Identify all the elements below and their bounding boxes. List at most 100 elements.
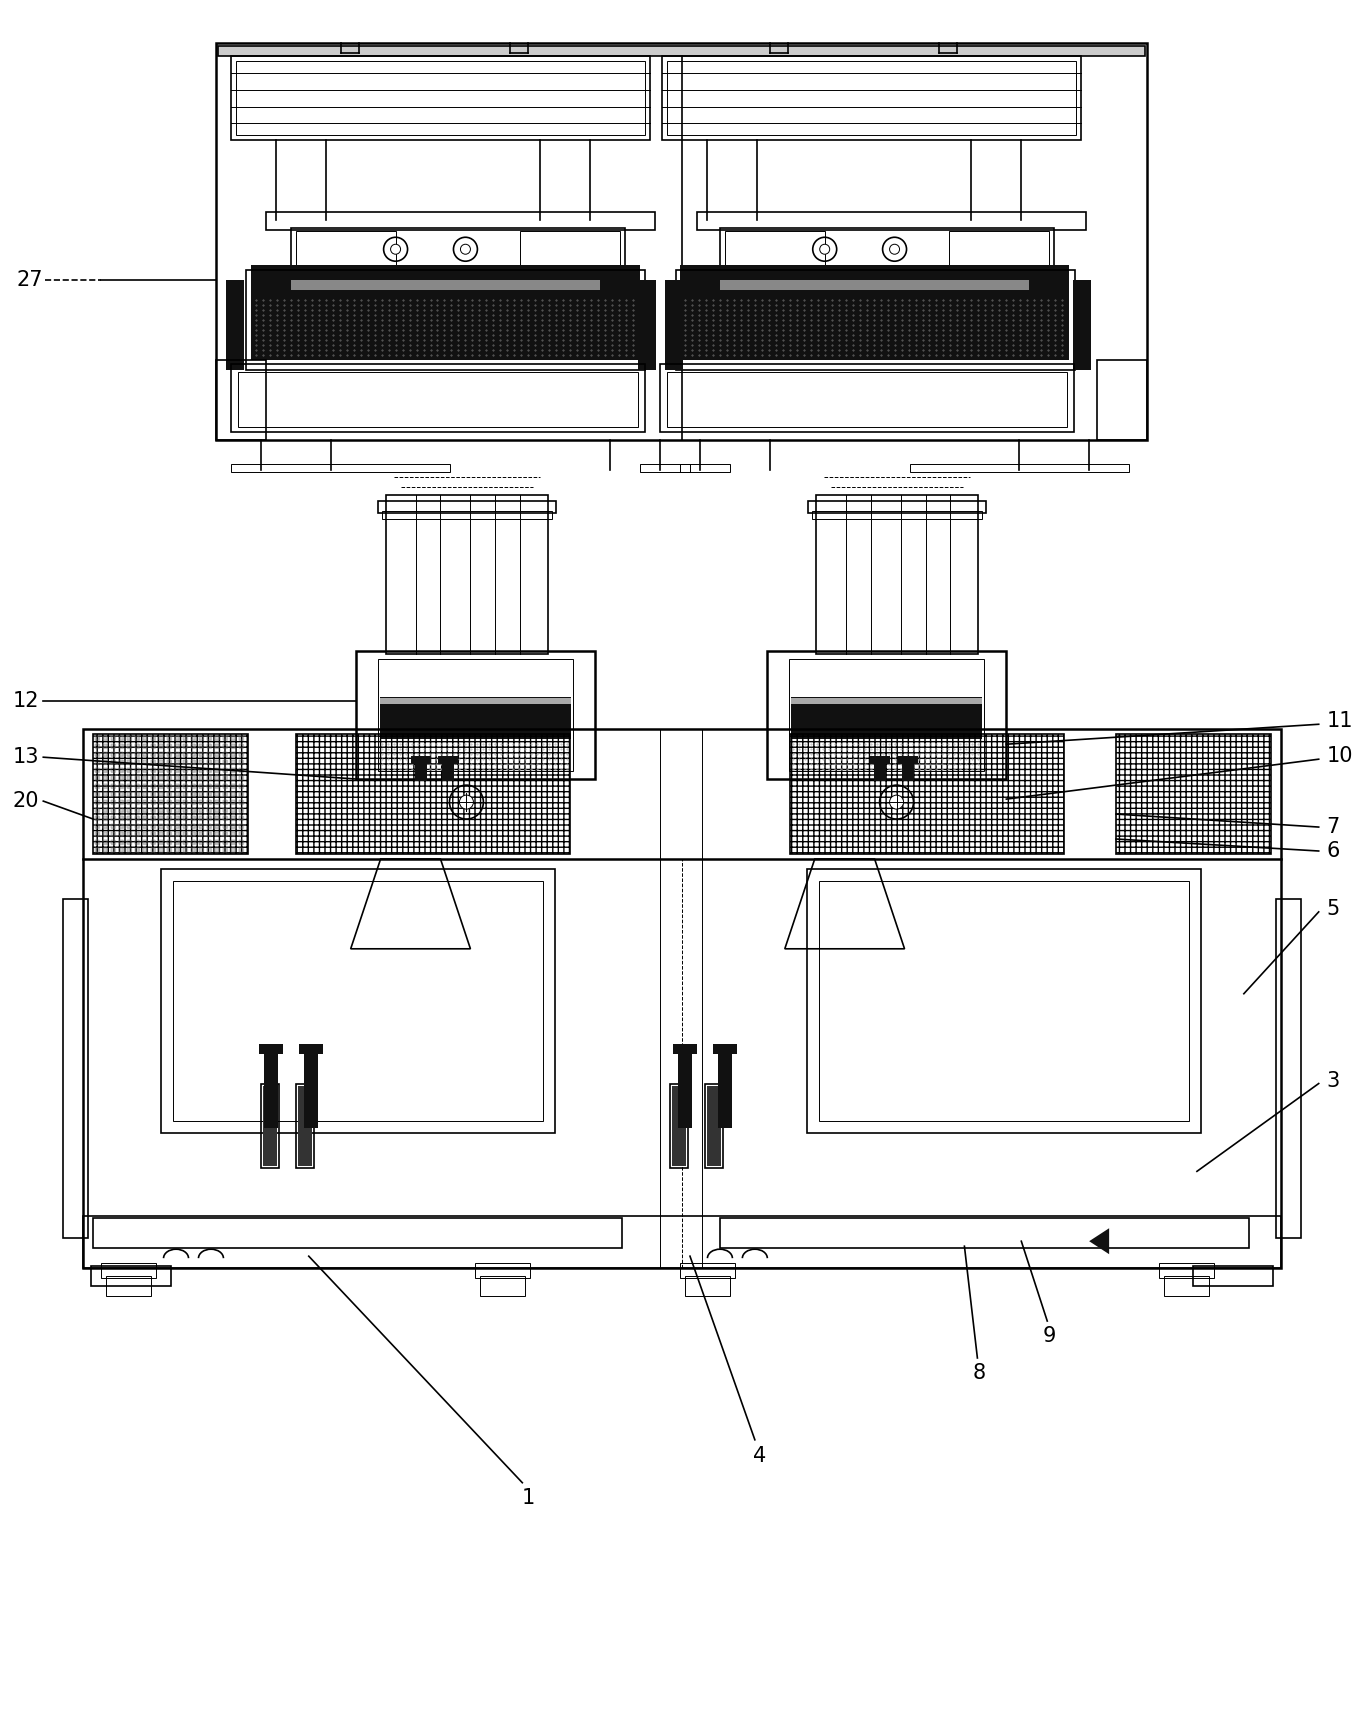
Bar xyxy=(291,229,625,270)
Bar xyxy=(237,373,638,427)
Bar xyxy=(216,361,266,439)
Bar xyxy=(873,759,885,781)
Bar xyxy=(949,231,1049,267)
Circle shape xyxy=(889,244,899,255)
Bar xyxy=(91,1266,170,1287)
Circle shape xyxy=(461,244,471,255)
Bar xyxy=(246,270,645,369)
Bar xyxy=(678,1049,692,1128)
Bar xyxy=(297,1085,312,1166)
Bar xyxy=(296,231,396,267)
Bar xyxy=(697,212,1086,231)
Bar xyxy=(379,697,572,740)
Bar xyxy=(767,651,1007,779)
Bar xyxy=(662,56,1082,140)
Bar xyxy=(791,697,982,740)
Bar xyxy=(378,660,573,771)
Bar xyxy=(378,501,557,513)
Bar xyxy=(1159,1263,1214,1278)
Bar xyxy=(93,1219,622,1248)
Bar xyxy=(812,511,982,520)
Bar xyxy=(1163,1277,1209,1295)
Bar xyxy=(520,231,621,267)
Text: 1: 1 xyxy=(521,1489,535,1507)
Bar xyxy=(705,1084,723,1169)
Bar xyxy=(263,1085,277,1166)
Bar xyxy=(299,1044,323,1053)
Bar xyxy=(902,759,914,781)
Bar xyxy=(296,735,570,854)
Circle shape xyxy=(820,244,829,255)
Bar xyxy=(910,463,1129,472)
Bar xyxy=(411,755,431,764)
Bar xyxy=(670,1084,687,1169)
Bar xyxy=(251,265,640,361)
Bar xyxy=(791,699,982,704)
Bar xyxy=(173,880,543,1121)
Text: 3: 3 xyxy=(1327,1070,1339,1090)
Bar xyxy=(720,280,1030,291)
Bar xyxy=(806,868,1200,1133)
Text: 13: 13 xyxy=(12,747,40,767)
Bar xyxy=(640,463,690,472)
Bar xyxy=(83,730,1281,1268)
Bar xyxy=(382,511,552,520)
Bar xyxy=(672,1044,697,1053)
Bar xyxy=(667,60,1076,135)
Bar xyxy=(480,1277,525,1295)
Bar xyxy=(1194,1266,1273,1287)
Bar xyxy=(438,755,458,764)
Text: 27: 27 xyxy=(16,270,44,291)
Text: 6: 6 xyxy=(1327,841,1339,861)
Bar xyxy=(442,759,454,781)
Bar xyxy=(1073,280,1091,369)
Bar xyxy=(231,56,651,140)
Bar xyxy=(660,364,1075,432)
Bar xyxy=(216,43,1147,439)
Bar xyxy=(720,1219,1249,1248)
Bar xyxy=(677,270,1075,369)
Bar xyxy=(386,494,548,655)
Polygon shape xyxy=(1090,1229,1109,1254)
Bar xyxy=(83,1217,1281,1268)
Bar xyxy=(788,660,985,771)
Text: 4: 4 xyxy=(753,1446,767,1466)
Bar xyxy=(266,212,655,231)
Bar xyxy=(415,759,427,781)
Text: 11: 11 xyxy=(1327,711,1353,731)
Bar xyxy=(379,699,572,704)
Bar xyxy=(1116,735,1271,854)
Bar xyxy=(685,1277,730,1295)
Bar xyxy=(476,1263,531,1278)
Bar xyxy=(807,501,986,513)
Bar xyxy=(261,1084,278,1169)
Bar xyxy=(226,280,244,369)
Bar xyxy=(681,463,730,472)
Bar xyxy=(818,880,1189,1121)
Bar xyxy=(263,1049,278,1128)
Bar xyxy=(291,280,600,291)
Bar xyxy=(790,735,1064,854)
Bar xyxy=(106,1277,151,1295)
Bar xyxy=(231,463,450,472)
Bar xyxy=(898,755,918,764)
Bar xyxy=(717,1049,732,1128)
Text: 9: 9 xyxy=(1042,1326,1056,1347)
Text: 7: 7 xyxy=(1327,817,1339,837)
Text: 12: 12 xyxy=(12,692,40,711)
Bar xyxy=(93,735,248,854)
Bar xyxy=(218,46,1144,56)
Bar xyxy=(1097,361,1147,439)
Bar xyxy=(724,231,825,267)
Text: 5: 5 xyxy=(1327,899,1339,919)
Circle shape xyxy=(390,244,401,255)
Bar xyxy=(713,1044,737,1053)
Bar xyxy=(161,868,555,1133)
Bar xyxy=(231,364,645,432)
Bar xyxy=(1275,899,1301,1239)
Bar xyxy=(672,1085,686,1166)
Text: 20: 20 xyxy=(12,791,40,812)
Bar xyxy=(816,494,978,655)
Circle shape xyxy=(460,795,473,808)
Bar xyxy=(259,1044,282,1053)
